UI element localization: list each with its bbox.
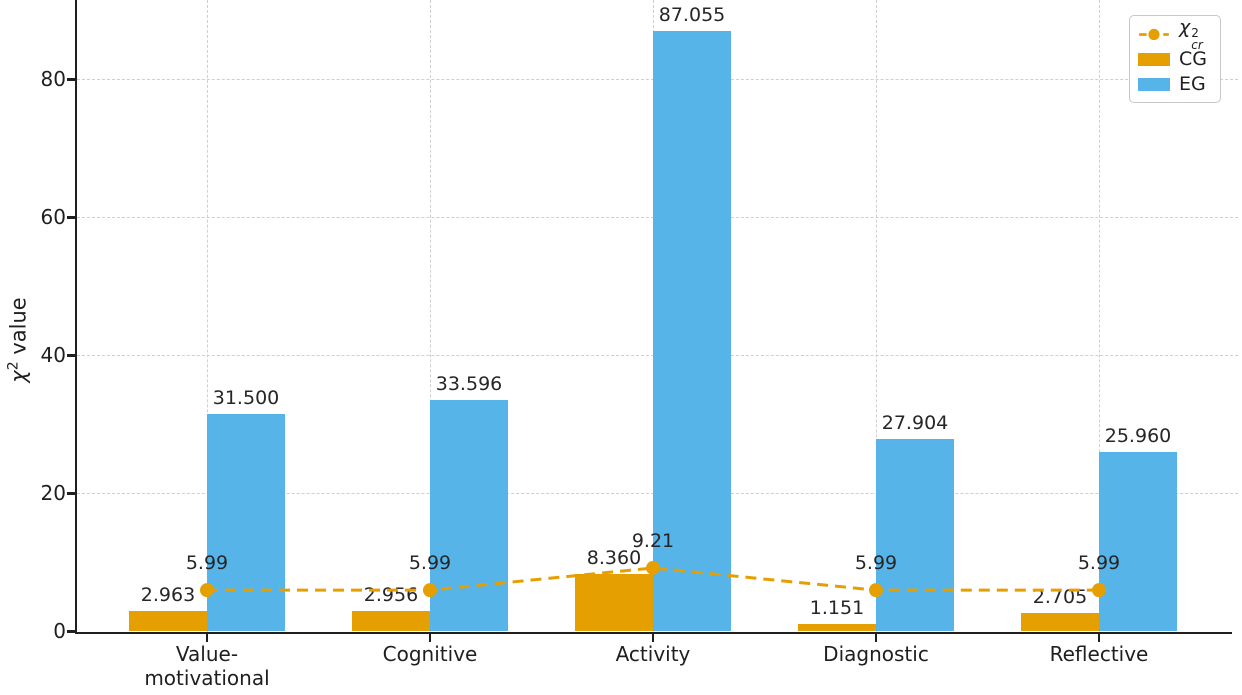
x-tick-mark	[874, 634, 878, 642]
y-tick-mark	[66, 492, 75, 495]
bar-value-label: 31.500	[212, 387, 280, 410]
y-axis-label: χ2 value	[6, 270, 31, 410]
y-tick-label: 0	[53, 618, 66, 643]
y-tick-mark	[66, 354, 75, 357]
x-tick-mark	[428, 634, 432, 642]
bar-value-label: 25.960	[1104, 425, 1172, 448]
y-tick-label: 60	[40, 204, 66, 229]
critical-value-label: 5.99	[1077, 552, 1121, 575]
bar-value-label: 87.055	[658, 3, 726, 26]
legend-label-chi-cr: χ 2 cr	[1179, 15, 1203, 52]
bar-value-label: 2.963	[140, 584, 196, 607]
y-tick-mark	[66, 78, 75, 81]
legend-label-eg: EG	[1179, 73, 1206, 95]
y-tick-label: 40	[40, 342, 66, 367]
bar-cg	[1021, 612, 1099, 632]
bar-value-label: 27.904	[881, 411, 949, 434]
legend-label-cg: CG	[1179, 48, 1207, 70]
critical-value-label: 5.99	[185, 552, 229, 575]
x-category-label: Diagnostic	[823, 642, 929, 666]
vertical-gridline	[875, 0, 877, 632]
y-tick-label: 80	[40, 66, 66, 91]
chi-symbol: χ	[6, 370, 31, 383]
critical-value-label: 5.99	[408, 552, 452, 575]
y-axis-label-word: value	[6, 297, 31, 355]
bar-cg	[798, 623, 876, 632]
legend-entry-eg: EG	[1138, 72, 1212, 97]
y-tick-mark	[66, 630, 75, 633]
bar-eg	[430, 399, 508, 632]
eg-color-swatch	[1138, 78, 1170, 91]
vertical-gridline	[1098, 0, 1100, 632]
bar-value-label: 2.705	[1032, 585, 1088, 608]
bar-eg	[653, 30, 731, 632]
y-tick-mark	[66, 216, 75, 219]
x-tick-mark	[205, 634, 209, 642]
vertical-gridline	[206, 0, 208, 632]
x-category-label: Cognitive	[382, 642, 478, 666]
cg-color-swatch	[1138, 53, 1170, 66]
bar-value-label: 2.956	[363, 584, 419, 607]
bar-value-label: 8.360	[586, 546, 642, 569]
x-tick-mark	[1097, 634, 1101, 642]
bar-eg	[207, 414, 285, 632]
bar-cg	[575, 573, 653, 632]
legend: χ 2 cr CG EG	[1129, 15, 1221, 103]
legend-entry-cg: CG	[1138, 47, 1212, 72]
y-axis-spine	[74, 0, 77, 634]
x-category-label: Value- motivational	[144, 642, 270, 690]
critical-value-label: 9.21	[631, 529, 675, 552]
x-category-label: Reflective	[1049, 642, 1149, 666]
x-axis-spine	[74, 631, 1232, 634]
x-category-label: Activity	[615, 642, 691, 666]
vertical-gridline	[429, 0, 431, 632]
legend-entry-chi-cr: χ 2 cr	[1138, 17, 1212, 51]
bar-cg	[129, 611, 207, 632]
bar-value-label: 33.596	[435, 372, 503, 395]
bar-cg	[352, 611, 430, 632]
critical-value-label: 5.99	[854, 552, 898, 575]
bar-eg	[876, 438, 954, 632]
dashed-line-marker-swatch	[1139, 28, 1169, 40]
bar-value-label: 1.151	[809, 596, 865, 619]
bar-eg	[1099, 452, 1177, 632]
chi-exponent: 2	[5, 361, 22, 371]
y-tick-label: 20	[40, 480, 66, 505]
x-tick-mark	[651, 634, 655, 642]
